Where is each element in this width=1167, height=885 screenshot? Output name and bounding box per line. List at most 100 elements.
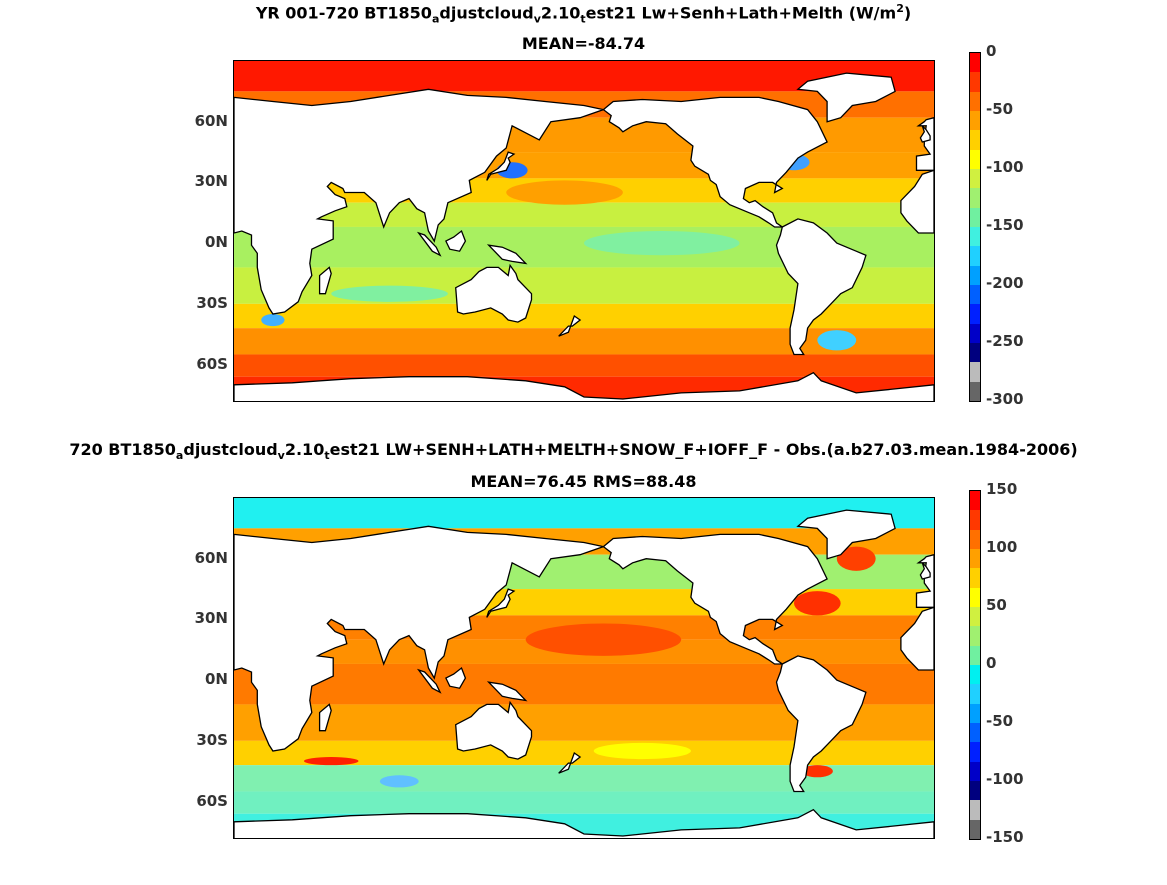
colorbar-tick-label: 0 (986, 654, 997, 672)
land-australia (455, 263, 533, 323)
land-greenland (796, 72, 896, 123)
y-tick-label: 60N (194, 548, 228, 567)
ocean-field-0 (234, 61, 934, 401)
colorbar-segment (970, 284, 980, 305)
land-sumatra (416, 231, 442, 257)
land-nz (558, 751, 582, 774)
top-map (233, 60, 935, 402)
colorbar-segment (970, 606, 980, 627)
land-japan (486, 588, 516, 618)
colorbar-segment (970, 381, 980, 401)
colorbar-segment (970, 625, 980, 646)
land-africa-west (900, 169, 934, 234)
colorbar-segment (970, 245, 980, 266)
field-anomaly (506, 180, 623, 205)
bottom-subtitle: MEAN=76.45 RMS=88.48 (470, 472, 697, 491)
colorbar-segment (970, 149, 980, 169)
lat-band (234, 202, 934, 227)
colorbar-segment (970, 587, 980, 607)
field-anomaly (794, 591, 841, 616)
bottom-title: 720 BT1850adjustcloudv2.10test21 LW+SENH… (69, 440, 1078, 463)
colorbar-segment (970, 303, 980, 324)
land-madagascar (318, 703, 332, 732)
colorbar-segment (970, 168, 980, 189)
colorbar-segment (970, 490, 980, 511)
top-colorbar (969, 52, 981, 402)
colorbar-tick-label: -150 (986, 216, 1024, 234)
colorbar-segment (970, 819, 980, 839)
colorbar-tick-label: -100 (986, 158, 1024, 176)
y-tick-label: 60N (194, 111, 228, 130)
colorbar-segment (970, 265, 980, 285)
land-sumatra (416, 668, 442, 694)
field-anomaly (836, 546, 876, 571)
lat-band (234, 791, 934, 814)
lat-band (234, 354, 934, 377)
colorbar-segment (970, 187, 980, 208)
colorbar-segment (970, 722, 980, 743)
y-tick-label: 60S (196, 791, 228, 810)
colorbar-segment (970, 207, 980, 227)
colorbar-segment (970, 664, 980, 685)
colorbar-segment (970, 799, 980, 820)
land-greenland (796, 509, 896, 560)
field-anomaly (261, 313, 285, 327)
land-antarctica (234, 371, 934, 401)
land-antarctica (234, 808, 934, 838)
field-anomaly (331, 285, 448, 302)
colorbar-tick-label: -50 (986, 100, 1014, 118)
ocean-field-1 (234, 498, 934, 838)
colorbar-tick-label: -50 (986, 712, 1014, 730)
colorbar-segment (970, 110, 980, 131)
colorbar-segment (970, 226, 980, 247)
colorbar-tick-label: -250 (986, 332, 1024, 350)
colorbar-segment (970, 683, 980, 704)
colorbar-segment (970, 645, 980, 665)
land-uk (919, 125, 931, 143)
land-south-america (775, 218, 867, 356)
land-madagascar (318, 266, 332, 295)
bottom-map (233, 497, 935, 839)
colorbar-tick-label: 0 (986, 42, 997, 60)
field-anomaly (801, 765, 833, 778)
land-newguinea (486, 681, 528, 702)
colorbar-segment (970, 323, 980, 343)
colorbar-tick-label: -200 (986, 274, 1024, 292)
colorbar-segment (970, 548, 980, 569)
colorbar-tick-label: -300 (986, 390, 1024, 408)
colorbar-segment (970, 361, 980, 382)
colorbar-segment (970, 529, 980, 549)
field-anomaly (584, 231, 740, 256)
land-north-america (602, 96, 828, 228)
land-newguinea (486, 244, 528, 265)
field-anomaly (817, 330, 857, 351)
colorbar-segment (970, 703, 980, 723)
colorbar-segment (970, 509, 980, 530)
y-tick-label: 0N (205, 233, 228, 252)
colorbar-segment (970, 129, 980, 150)
field-anomaly (304, 757, 359, 766)
colorbar-segment (970, 761, 980, 781)
y-tick-label: 30N (194, 609, 228, 628)
colorbar-segment (970, 71, 980, 92)
land-borneo (445, 229, 467, 252)
y-tick-label: 30N (194, 172, 228, 191)
field-anomaly (379, 775, 419, 788)
colorbar-segment (970, 567, 980, 588)
top-title: YR 001-720 BT1850adjustcloudv2.10test21 … (255, 2, 912, 26)
top-subtitle: MEAN=-84.74 (521, 34, 646, 53)
lat-band (234, 328, 934, 355)
y-tick-label: 60S (196, 354, 228, 373)
y-tick-label: 30S (196, 730, 228, 749)
colorbar-segment (970, 52, 980, 73)
field-anomaly (525, 623, 682, 656)
colorbar-segment (970, 342, 980, 363)
colorbar-segment (970, 91, 980, 111)
land-north-america (602, 533, 828, 665)
land-africa-west (900, 606, 934, 671)
colorbar-tick-label: -150 (986, 828, 1024, 846)
colorbar-tick-label: 150 (986, 480, 1018, 498)
colorbar-tick-label: 50 (986, 596, 1007, 614)
land-uk (919, 562, 931, 580)
colorbar-tick-label: -100 (986, 770, 1024, 788)
